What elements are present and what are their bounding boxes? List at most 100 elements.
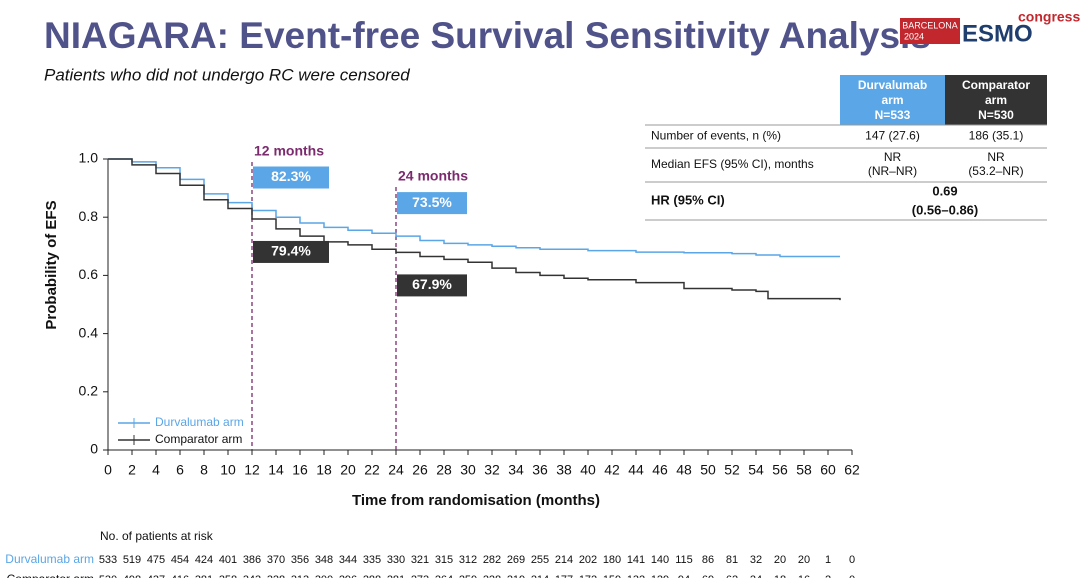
risk-count: 180 <box>603 554 621 566</box>
risk-count: 358 <box>219 574 237 578</box>
risk-count: 2 <box>825 574 831 578</box>
x-tick-label: 2 <box>128 462 136 478</box>
km-curve <box>108 158 840 258</box>
x-tick-label: 24 <box>388 462 404 478</box>
logo-year: 2024 <box>904 31 924 41</box>
risk-count: 328 <box>267 574 285 578</box>
risk-count: 381 <box>195 574 213 578</box>
logo-brand: ESMO <box>962 20 1033 47</box>
risk-count: 416 <box>171 574 189 578</box>
risk-count: 386 <box>243 554 261 566</box>
risk-count: 129 <box>651 574 669 578</box>
risk-count: 132 <box>627 574 645 578</box>
legend-label: Durvalumab arm <box>155 415 244 429</box>
cell-text: 147 (27.6) <box>865 129 920 143</box>
y-tick-label: 0.4 <box>79 324 99 340</box>
x-tick-label: 34 <box>508 462 524 478</box>
y-axis-label: Probability of EFS <box>43 200 60 329</box>
risk-count: 214 <box>531 574 549 578</box>
risk-count: 498 <box>123 574 141 578</box>
x-tick-label: 16 <box>292 462 308 478</box>
risk-count: 18 <box>774 574 786 578</box>
x-tick-label: 12 <box>244 462 260 478</box>
risk-count: 330 <box>387 554 405 566</box>
risk-count: 255 <box>531 554 549 566</box>
header-text: Comparator <box>962 78 1030 92</box>
cell-text: 186 (35.1) <box>969 129 1024 143</box>
risk-count: 300 <box>315 574 333 578</box>
risk-count: 296 <box>339 574 357 578</box>
annotation-box <box>397 274 467 297</box>
annotation-label: 24 months <box>398 168 468 184</box>
annotation-value: 67.9% <box>412 276 452 292</box>
risk-count: 94 <box>678 574 690 578</box>
y-tick-label: 1.0 <box>79 150 99 166</box>
x-axis-label: Time from randomisation (months) <box>352 492 600 509</box>
x-tick-label: 20 <box>340 462 356 478</box>
annotation-box <box>253 240 329 263</box>
x-tick-label: 42 <box>604 462 620 478</box>
risk-count: 519 <box>123 554 141 566</box>
row-label: Number of events, n (%) <box>651 129 781 143</box>
risk-count: 0 <box>849 574 855 578</box>
header-cell <box>840 75 945 125</box>
x-tick-label: 0 <box>104 462 112 478</box>
x-tick-label: 6 <box>176 462 184 478</box>
risk-count: 437 <box>147 574 165 578</box>
x-tick-label: 28 <box>436 462 452 478</box>
logo-city: BARCELONA <box>902 20 958 30</box>
risk-count: 313 <box>291 574 309 578</box>
x-tick-label: 46 <box>652 462 668 478</box>
subtitle: Patients who did not undergo RC were cen… <box>44 65 410 84</box>
y-tick-label: 0.8 <box>79 208 99 224</box>
annotation-box <box>253 166 329 189</box>
risk-count: 20 <box>798 554 810 566</box>
risk-count: 424 <box>195 554 213 566</box>
header-text: N=533 <box>875 108 911 122</box>
annotation-label: 12 months <box>254 143 324 159</box>
risk-count: 32 <box>750 554 762 566</box>
risk-count: 140 <box>651 554 669 566</box>
risk-count: 530 <box>99 574 117 578</box>
annotation-box <box>397 192 467 215</box>
x-tick-label: 52 <box>724 462 740 478</box>
risk-count: 281 <box>387 574 405 578</box>
risk-count: 356 <box>291 554 309 566</box>
x-tick-label: 8 <box>200 462 208 478</box>
risk-count: 269 <box>507 554 525 566</box>
x-tick-label: 26 <box>412 462 428 478</box>
x-tick-label: 10 <box>220 462 236 478</box>
risk-count: 20 <box>774 554 786 566</box>
risk-count: 24 <box>750 574 762 578</box>
cell-text: (53.2–NR) <box>968 164 1023 178</box>
x-tick-label: 44 <box>628 462 644 478</box>
annotation-value: 73.5% <box>412 194 452 210</box>
row-label: Median EFS (95% CI), months <box>651 157 814 171</box>
risk-count: 62 <box>726 574 738 578</box>
risk-count: 282 <box>483 554 501 566</box>
y-tick-label: 0.2 <box>79 383 99 399</box>
risk-count: 228 <box>483 574 501 578</box>
risk-title: No. of patients at risk <box>100 529 214 543</box>
header-text: arm <box>985 93 1007 107</box>
legend-label: Comparator arm <box>155 432 242 446</box>
x-tick-label: 32 <box>484 462 500 478</box>
risk-count: 344 <box>339 554 357 566</box>
x-tick-label: 4 <box>152 462 160 478</box>
risk-count: 86 <box>702 554 714 566</box>
risk-count: 259 <box>459 574 477 578</box>
x-tick-label: 58 <box>796 462 812 478</box>
risk-count: 69 <box>702 574 714 578</box>
risk-count: 0 <box>849 554 855 566</box>
km-curve <box>108 158 841 301</box>
x-tick-label: 50 <box>700 462 716 478</box>
risk-count: 321 <box>411 554 429 566</box>
risk-count: 288 <box>363 574 381 578</box>
risk-count: 312 <box>459 554 477 566</box>
annotation-value: 79.4% <box>271 243 311 259</box>
risk-count: 475 <box>147 554 165 566</box>
logo-box <box>900 18 960 44</box>
risk-count: 115 <box>675 554 693 566</box>
risk-count: 335 <box>363 554 381 566</box>
risk-count: 370 <box>267 554 285 566</box>
